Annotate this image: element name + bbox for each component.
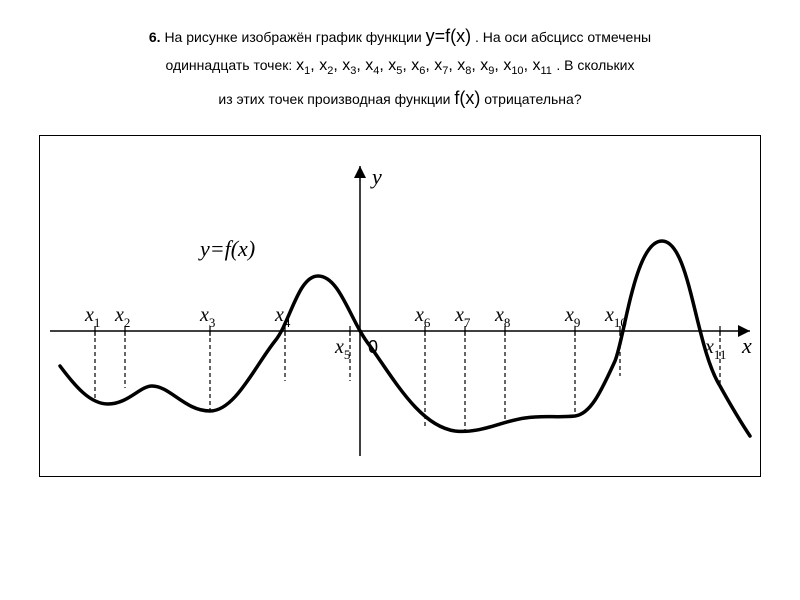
equation-label: y=f(x) xyxy=(198,236,255,261)
label-x2: x2 xyxy=(114,304,130,330)
chart-container: yx0y=f(x)x1x2x3x4x5x6x7x8x9x10x11 xyxy=(39,135,761,477)
text-2a: одиннадцать точек: xyxy=(165,57,296,73)
function-curve xyxy=(60,241,750,436)
label-x5: x5 xyxy=(334,336,350,362)
y-axis-arrow xyxy=(354,166,366,178)
label-x8: x8 xyxy=(494,304,510,330)
x-axis-label: x xyxy=(741,333,752,358)
label-x7: x7 xyxy=(454,304,471,330)
text-1b: . На оси абсцисс отмечены xyxy=(475,29,651,45)
y-axis-label: y xyxy=(370,164,382,189)
function-1: y=f(x) xyxy=(426,26,472,46)
label-x6: x6 xyxy=(414,304,431,330)
label-x3: x3 xyxy=(199,304,215,330)
points-list: x1, x2, x3, x4, x5, x6, x7, x8, x9, x10,… xyxy=(296,57,556,74)
text-2b: . В скольких xyxy=(556,57,634,73)
problem-text: 6. На рисунке изображён график функции y… xyxy=(20,20,780,115)
text-1a: На рисунке изображён график функции xyxy=(164,29,425,45)
label-x9: x9 xyxy=(564,304,580,330)
problem-number: 6. xyxy=(149,29,161,45)
chart-svg: yx0y=f(x)x1x2x3x4x5x6x7x8x9x10x11 xyxy=(40,136,760,476)
function-2: f(x) xyxy=(454,88,480,108)
label-x1: x1 xyxy=(84,304,100,330)
text-3b: отрицательна? xyxy=(484,91,581,107)
text-3a: из этих точек производная функции xyxy=(218,91,454,107)
